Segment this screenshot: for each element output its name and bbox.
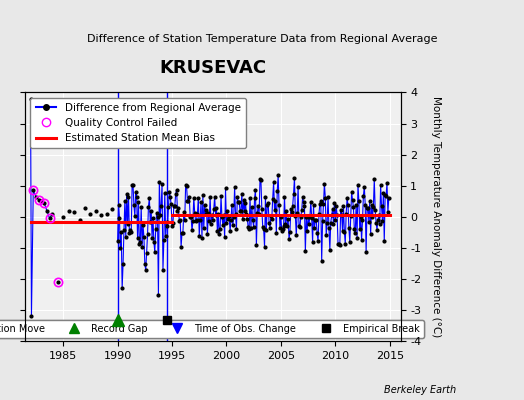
Title: KRUSEVAC: KRUSEVAC xyxy=(159,59,266,77)
Legend: Station Move, Record Gap, Time of Obs. Change, Empirical Break: Station Move, Record Gap, Time of Obs. C… xyxy=(0,320,424,338)
Text: Difference of Station Temperature Data from Regional Average: Difference of Station Temperature Data f… xyxy=(87,34,437,44)
Text: Berkeley Earth: Berkeley Earth xyxy=(384,385,456,395)
Y-axis label: Monthly Temperature Anomaly Difference (°C): Monthly Temperature Anomaly Difference (… xyxy=(431,96,441,338)
